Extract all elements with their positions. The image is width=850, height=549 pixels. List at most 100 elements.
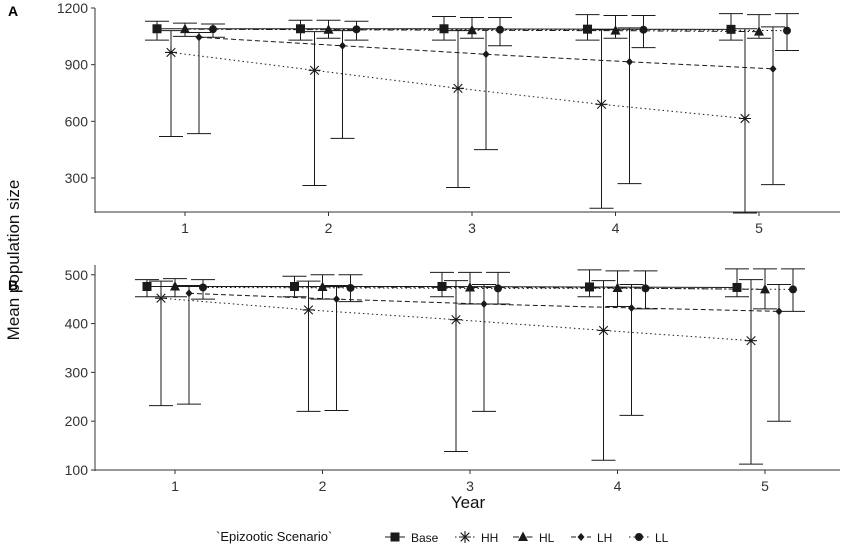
legend-item-base: Base <box>385 531 439 545</box>
data-point-lh <box>333 295 340 304</box>
data-point-hl <box>317 281 328 291</box>
error-bar <box>617 27 642 185</box>
data-point-ll <box>496 25 504 34</box>
error-bar <box>767 284 791 422</box>
data-point-lh <box>769 64 777 73</box>
data-point-base <box>152 24 162 34</box>
data-point-hl <box>754 26 764 36</box>
x-tick-label: 4 <box>612 220 620 236</box>
data-point-lh <box>339 41 346 50</box>
data-point-hh <box>302 303 315 316</box>
x-tick-label: 4 <box>614 478 622 494</box>
legend-label: LL <box>655 531 669 545</box>
legend-label: HH <box>481 531 498 545</box>
data-point-hl <box>323 24 334 34</box>
data-point-hh <box>155 292 167 305</box>
data-point-ll <box>199 283 207 292</box>
series-lh <box>187 26 785 186</box>
y-tick-label: 200 <box>65 413 89 429</box>
data-point-hh <box>452 82 464 95</box>
data-point-lh <box>195 33 203 42</box>
y-tick-label: 1200 <box>57 0 88 16</box>
error-bar <box>725 268 749 298</box>
x-tick-label: 2 <box>325 220 333 236</box>
data-point-hl <box>760 283 770 294</box>
error-bar <box>739 279 763 465</box>
data-point-hh <box>597 324 610 337</box>
series-base <box>135 268 749 298</box>
y-tick-label: 900 <box>65 57 89 73</box>
data-point-hl <box>612 282 623 292</box>
data-point-ll <box>783 26 791 35</box>
series-ll <box>191 268 805 312</box>
error-bar <box>591 280 616 461</box>
series-lh <box>177 284 791 422</box>
data-point-lh <box>628 303 635 312</box>
data-point-ll <box>641 284 650 293</box>
error-bar <box>187 32 211 135</box>
error-bar <box>296 280 321 412</box>
data-point-base <box>732 282 742 292</box>
data-point-hl <box>610 25 621 35</box>
data-point-ll <box>209 25 217 34</box>
panel-a: A 300 600 900 1200 1 2 3 4 5 <box>8 0 840 236</box>
y-tick-label: 400 <box>65 316 89 332</box>
x-tick-label: 3 <box>468 220 476 236</box>
legend-item-hl: HL <box>513 531 555 545</box>
legend-label: HL <box>539 531 555 545</box>
series-hh <box>159 28 757 214</box>
x-tick-label: 5 <box>761 478 769 494</box>
data-point-hl <box>467 24 477 35</box>
y-tick-label: 300 <box>65 364 89 380</box>
data-point-base <box>726 24 736 34</box>
data-point-hl <box>180 23 190 34</box>
y-tick-label: 100 <box>65 462 89 478</box>
data-point-ll <box>494 284 502 293</box>
error-bar <box>444 280 468 452</box>
error-bar <box>177 285 201 405</box>
data-point-hh <box>745 334 757 347</box>
data-point-base <box>585 282 594 292</box>
legend-marker-lh <box>577 533 585 541</box>
error-bar <box>761 26 785 186</box>
data-point-hl <box>465 281 475 292</box>
data-point-ll <box>352 25 361 34</box>
data-point-hl <box>170 280 180 291</box>
legend-marker-ll <box>635 533 643 541</box>
x-tick-label: 2 <box>319 478 327 494</box>
error-bar <box>446 30 470 188</box>
panel-label: B <box>8 277 18 293</box>
data-point-ll <box>346 283 355 292</box>
data-point-hh <box>308 64 321 77</box>
y-tick-label: 500 <box>65 267 89 283</box>
y-axis-title: Mean population size <box>4 180 23 341</box>
series-line-lh <box>188 292 780 312</box>
panel-label: A <box>8 3 18 19</box>
data-point-base <box>583 24 592 34</box>
legend-marker-hl <box>518 531 528 541</box>
data-point-base <box>142 281 152 291</box>
data-point-base <box>290 281 299 291</box>
y-tick-label: 600 <box>65 113 89 129</box>
series-base <box>145 13 743 41</box>
data-point-lh <box>482 50 490 59</box>
x-tick-label: 1 <box>181 220 189 236</box>
legend-item-hh: HH <box>455 531 498 545</box>
legend-item-ll: LL <box>629 531 669 545</box>
data-point-lh <box>626 57 633 66</box>
panel-b: B 100 200 300 400 500 1 2 3 4 5 <box>8 265 840 494</box>
data-point-hh <box>595 98 608 111</box>
data-point-lh <box>185 289 193 298</box>
x-axis-title: Year <box>451 493 486 512</box>
data-point-hh <box>450 313 462 326</box>
legend-marker-base <box>390 532 400 542</box>
data-point-base <box>439 24 449 34</box>
data-point-hh <box>165 46 177 59</box>
series-line-ll <box>202 286 794 290</box>
x-tick-label: 3 <box>466 478 474 494</box>
y-tick-label: 300 <box>65 170 89 186</box>
series-hl <box>173 14 771 39</box>
data-point-base <box>437 281 447 291</box>
x-tick-label: 1 <box>171 478 179 494</box>
